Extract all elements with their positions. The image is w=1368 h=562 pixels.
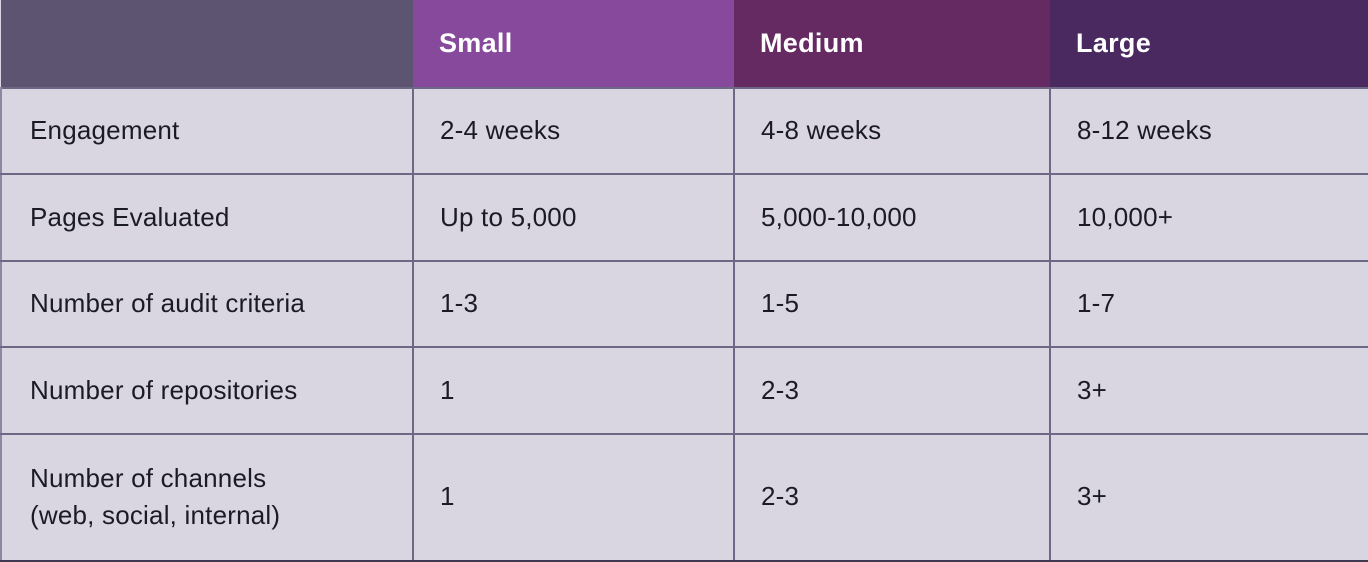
cell-criteria-large: 1-7: [1049, 260, 1368, 348]
cell-channels-medium: 2-3: [733, 433, 1051, 562]
cell-pages-large: 10,000+: [1049, 173, 1368, 262]
column-header-small: Small: [413, 0, 734, 88]
column-header-large: Large: [1050, 0, 1368, 88]
row-label-engagement: Engagement: [0, 87, 414, 175]
column-header-blank: [1, 0, 413, 88]
table-row-pages-evaluated: Pages Evaluated Up to 5,000 5,000-10,000…: [0, 173, 1368, 262]
cell-engagement-small: 2-4 weeks: [412, 87, 735, 175]
row-label-channels: Number of channels (web, social, interna…: [0, 433, 414, 562]
table-row-channels: Number of channels (web, social, interna…: [0, 433, 1368, 562]
cell-repositories-large: 3+: [1049, 346, 1368, 435]
column-header-medium: Medium: [734, 0, 1050, 88]
cell-repositories-small: 1: [412, 346, 735, 435]
cell-criteria-medium: 1-5: [733, 260, 1051, 348]
cell-engagement-medium: 4-8 weeks: [733, 87, 1051, 175]
cell-pages-small: Up to 5,000: [412, 173, 735, 262]
cell-channels-large: 3+: [1049, 433, 1368, 562]
cell-criteria-small: 1-3: [412, 260, 735, 348]
table-row-repositories: Number of repositories 1 2-3 3+: [0, 346, 1368, 435]
cell-channels-small: 1: [412, 433, 735, 562]
table-row-audit-criteria: Number of audit criteria 1-3 1-5 1-7: [0, 260, 1368, 348]
cell-engagement-large: 8-12 weeks: [1049, 87, 1368, 175]
cell-repositories-medium: 2-3: [733, 346, 1051, 435]
row-label-pages-evaluated: Pages Evaluated: [0, 173, 414, 262]
header-row: Small Medium Large: [1, 0, 1368, 88]
cell-pages-medium: 5,000-10,000: [733, 173, 1051, 262]
table-row-engagement: Engagement 2-4 weeks 4-8 weeks 8-12 week…: [0, 87, 1368, 175]
row-label-repositories: Number of repositories: [0, 346, 414, 435]
row-label-audit-criteria: Number of audit criteria: [0, 260, 414, 348]
